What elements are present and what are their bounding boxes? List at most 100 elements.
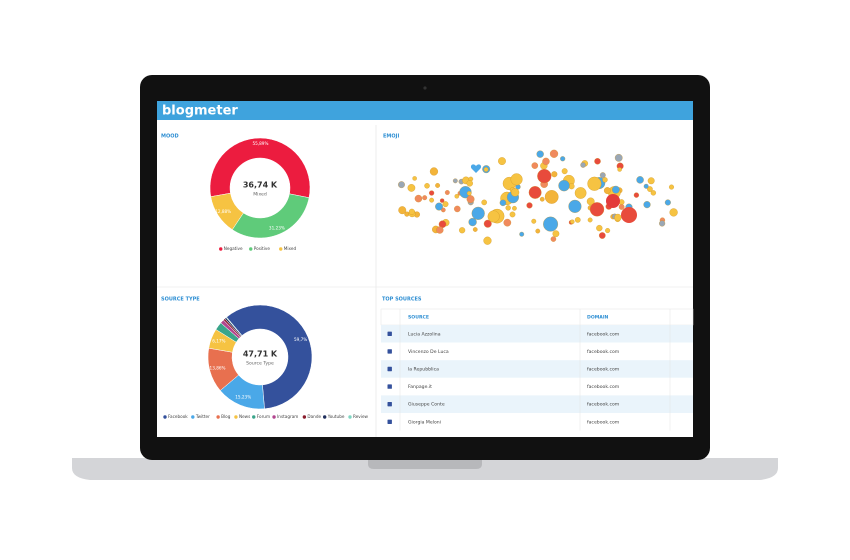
emoji-icon [444, 190, 450, 195]
legend-label[interactable]: Mixed [284, 246, 297, 251]
panel-title: SOURCE TYPE [161, 297, 200, 303]
panel-title: TOP SOURCES [382, 297, 422, 303]
legend-swatch[interactable] [249, 247, 253, 251]
emoji-icon [669, 184, 674, 190]
emoji-icon [466, 180, 473, 187]
legend-label[interactable]: Blog [221, 414, 231, 419]
emoji-icon [574, 217, 581, 223]
table-row[interactable] [381, 325, 693, 343]
emoji-icon [435, 202, 443, 211]
emoji-icon [528, 186, 542, 199]
emoji-icon [587, 217, 593, 223]
legend-swatch[interactable] [302, 415, 307, 419]
legend-swatch[interactable] [252, 415, 256, 419]
legend-swatch[interactable] [163, 415, 167, 419]
emoji-icon [531, 162, 539, 169]
emoji-icon [407, 184, 416, 192]
facebook-icon [387, 384, 392, 389]
slice-label: 12,88% [215, 209, 231, 214]
donut-slice[interactable] [210, 192, 244, 230]
emoji-icon [550, 236, 557, 242]
emoji-icon [552, 230, 560, 238]
legend-label[interactable]: Twitter [195, 414, 210, 419]
emoji-icon [422, 195, 428, 201]
emoji-cloud [398, 149, 678, 245]
emoji-icon [617, 167, 622, 172]
emoji-icon [509, 211, 516, 218]
legend-swatch[interactable] [322, 415, 327, 419]
emoji-icon [647, 186, 653, 192]
legend-label[interactable]: Instagram [277, 414, 298, 419]
emoji-icon [487, 210, 500, 223]
legend-label[interactable]: Negative [224, 246, 243, 251]
slice-label: 31,23% [269, 226, 285, 231]
legend-swatch[interactable] [216, 415, 220, 419]
legend-label[interactable]: Review [353, 414, 369, 419]
emoji-icon [439, 198, 445, 203]
legend-label[interactable]: Facebook [168, 414, 188, 419]
legend-label[interactable]: Dande [307, 414, 321, 419]
donut-slice[interactable] [209, 137, 311, 199]
emoji-icon [594, 158, 601, 165]
emoji-icon [424, 183, 430, 189]
table-row[interactable] [381, 377, 693, 396]
legend-swatch[interactable] [234, 415, 238, 419]
table-row[interactable] [381, 360, 693, 378]
logo[interactable]: blogmeter [162, 104, 238, 119]
legend-swatch[interactable] [348, 415, 352, 419]
legend-label[interactable]: Youtube [327, 414, 345, 419]
table-cell: Giuseppe Conte [408, 402, 445, 408]
emoji-icon [505, 205, 511, 211]
panel-title: MOOD [161, 134, 179, 140]
table-cell: la Repubblica [408, 367, 439, 373]
center-label: Mixed [253, 192, 267, 198]
emoji-icon [633, 192, 640, 198]
emoji-icon [568, 199, 582, 213]
emoji-icon [586, 197, 595, 206]
legend-label[interactable]: News [239, 414, 250, 419]
emoji-icon [503, 218, 512, 227]
emoji-icon [526, 202, 533, 209]
column-header[interactable]: DOMAIN [587, 315, 609, 321]
emoji-icon [452, 178, 458, 184]
legend-swatch[interactable] [272, 415, 276, 419]
legend-label[interactable]: Positive [254, 246, 271, 251]
table-row[interactable] [381, 395, 693, 413]
table-cell: Fanpage.it [408, 384, 432, 390]
emoji-icon [558, 179, 570, 192]
emoji-icon [551, 171, 558, 178]
table-row[interactable] [381, 413, 693, 431]
emoji-icon [574, 187, 587, 199]
emoji-icon [544, 190, 559, 204]
emoji-icon [436, 226, 444, 234]
emoji-icon [539, 196, 545, 202]
emoji-icon [605, 228, 611, 234]
emoji-icon [466, 195, 475, 204]
facebook-icon [387, 402, 392, 407]
emoji-icon [598, 232, 606, 239]
table-cell: facebook.com [587, 331, 620, 337]
emoji-icon [599, 172, 606, 179]
donut-slice[interactable] [225, 316, 243, 337]
emoji-icon [454, 194, 459, 199]
emoji-icon [412, 176, 417, 181]
slice-label: 13,86% [210, 366, 226, 371]
table-cell: Vincenzo De Luca [408, 349, 449, 355]
legend-label[interactable]: Forum [257, 414, 270, 419]
table-row[interactable] [381, 342, 693, 361]
emoji-icon [659, 220, 666, 227]
center-label: Source Type [246, 361, 274, 367]
legend-swatch[interactable] [191, 415, 195, 419]
legend-swatch[interactable] [279, 247, 283, 251]
column-header[interactable]: SOURCE [408, 315, 429, 321]
facebook-icon [387, 331, 392, 336]
emoji-icon [441, 207, 446, 213]
emoji-icon [510, 173, 523, 186]
center-value: 36,74 K [243, 181, 278, 190]
emoji-icon [398, 206, 407, 215]
slice-label: 6,17% [212, 338, 225, 343]
legend-swatch[interactable] [219, 247, 223, 251]
emoji-icon [664, 199, 671, 206]
emoji-icon [570, 219, 575, 224]
